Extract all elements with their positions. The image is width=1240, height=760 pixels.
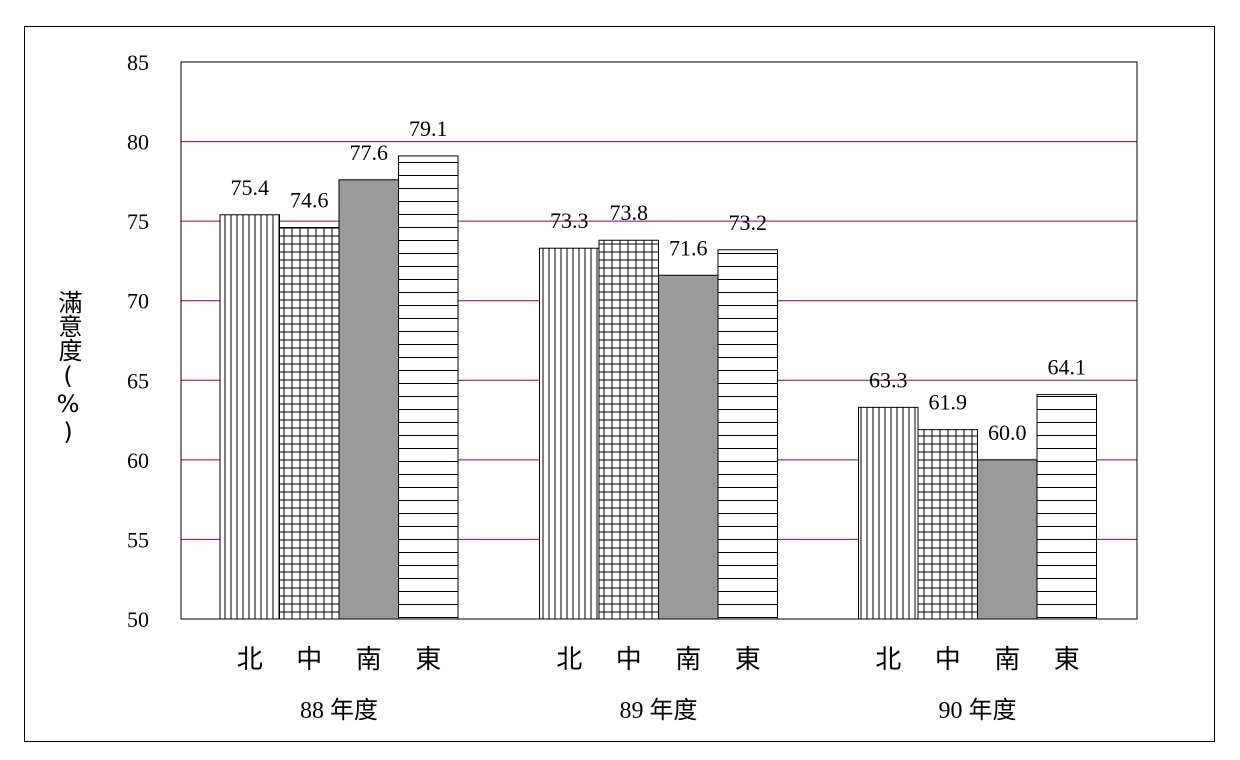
plot-area-border: [180, 61, 1138, 620]
category-label: 中: [935, 645, 961, 675]
category-label: 北: [875, 645, 901, 675]
y-axis-title: 滿意度(%): [54, 290, 82, 446]
bar-北: [219, 214, 280, 620]
category-label: 南: [994, 645, 1020, 675]
bar-南: [977, 459, 1038, 620]
data-label: 71.6: [669, 235, 708, 260]
data-label: 75.4: [231, 175, 270, 200]
y-tick-label: 80: [127, 130, 149, 155]
bar-南: [338, 179, 399, 620]
data-label: 74.6: [290, 188, 329, 213]
y-tick-label: 50: [127, 607, 149, 632]
bar-中: [917, 429, 978, 620]
category-label: 東: [735, 645, 761, 675]
group-label: 89 年度: [620, 697, 698, 724]
bar-北: [858, 406, 919, 620]
group-label: 90 年度: [939, 697, 1017, 724]
category-label: 北: [556, 645, 582, 675]
y-tick-label: 60: [127, 448, 149, 473]
category-label: 東: [415, 645, 441, 675]
y-tick-label: 75: [127, 209, 149, 234]
category-label: 南: [356, 645, 382, 675]
category-label: 中: [296, 645, 322, 675]
group-label: 88 年度: [300, 697, 378, 724]
category-label: 北: [237, 645, 263, 675]
bar-南: [658, 274, 719, 620]
bar-東: [398, 155, 459, 620]
bar-中: [598, 239, 659, 620]
data-label: 63.3: [869, 367, 908, 392]
data-label: 73.2: [729, 210, 768, 235]
category-label: 南: [675, 645, 701, 675]
data-label: 79.1: [409, 116, 448, 141]
y-tick-label: 65: [127, 368, 149, 393]
bar-東: [717, 249, 778, 620]
y-tick-label: 70: [127, 289, 149, 314]
data-label: 61.9: [929, 390, 968, 415]
bars: [219, 155, 1097, 620]
y-tick-label: 85: [127, 50, 149, 75]
bar-東: [1036, 394, 1097, 620]
data-label: 73.3: [550, 208, 589, 233]
category-label: 中: [616, 645, 642, 675]
bar-中: [279, 227, 340, 620]
y-tick-label: 55: [127, 527, 149, 552]
labels: 50 55 60 65 70 75 80 85 75.4 北 74.6 中 77.6 南 79.1 東 88 年…: [127, 50, 1086, 724]
data-label: 77.6: [350, 140, 389, 165]
bar-北: [539, 247, 600, 620]
category-label: 東: [1054, 645, 1080, 675]
data-label: 60.0: [988, 420, 1027, 445]
data-label: 64.1: [1048, 355, 1087, 380]
data-label: 73.8: [610, 200, 649, 225]
